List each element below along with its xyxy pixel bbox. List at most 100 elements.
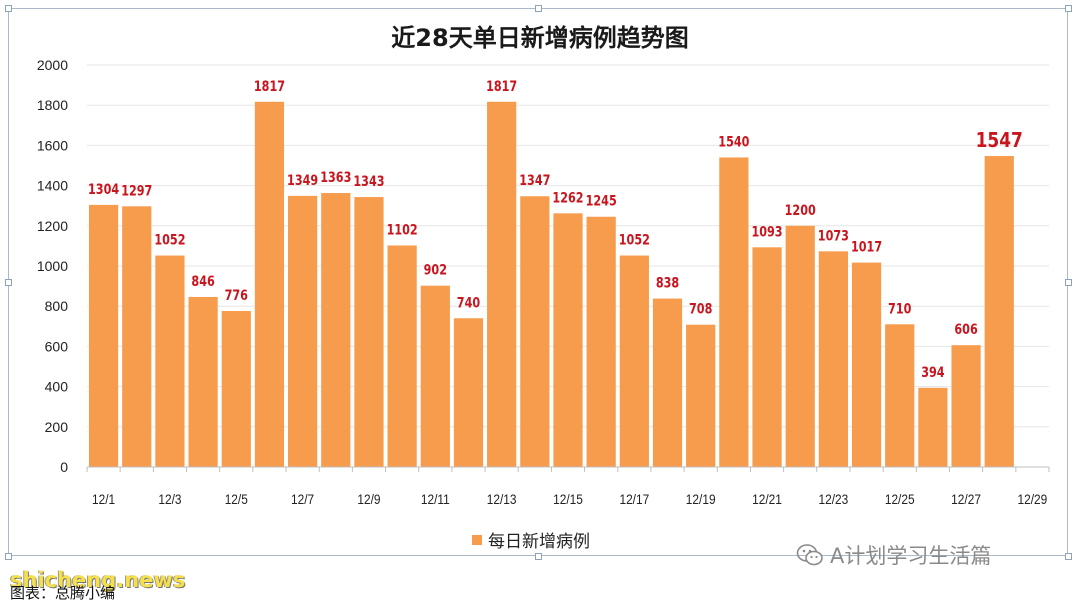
bar xyxy=(122,206,152,468)
bar xyxy=(221,311,251,467)
data-label: 1817 xyxy=(254,78,285,95)
bar xyxy=(88,204,119,467)
bar xyxy=(586,216,616,467)
bar xyxy=(885,324,915,467)
x-tick-label: 12/9 xyxy=(357,491,380,507)
bar xyxy=(619,255,649,467)
x-tick-label: 12/11 xyxy=(421,491,450,507)
data-label: 1102 xyxy=(387,221,418,238)
data-label: 1540 xyxy=(718,133,749,150)
resize-handle-middle-right[interactable] xyxy=(1065,279,1072,286)
bar xyxy=(254,101,285,468)
x-tick-label: 12/3 xyxy=(158,491,181,507)
bar xyxy=(984,156,1014,468)
bar xyxy=(321,193,351,468)
data-label: 1245 xyxy=(586,193,617,210)
x-tick-label: 12/5 xyxy=(225,491,248,507)
y-tick-label: 1000 xyxy=(37,258,68,274)
data-label: 1547 xyxy=(976,130,1023,153)
bar xyxy=(686,324,716,467)
bar xyxy=(155,255,185,467)
watermark-text: A计划学习生活篇 xyxy=(830,544,992,568)
legend-swatch xyxy=(472,534,482,545)
bar xyxy=(520,196,550,468)
bar xyxy=(785,225,815,467)
data-label: 1017 xyxy=(851,238,882,255)
y-tick-label: 1400 xyxy=(37,178,68,194)
legend: 每日新增病例 xyxy=(472,527,590,552)
y-tick-label: 800 xyxy=(45,298,69,314)
resize-handle-top-center[interactable] xyxy=(535,5,542,12)
y-tick-label: 1600 xyxy=(37,137,68,153)
resize-handle-bottom-left[interactable] xyxy=(5,553,12,560)
data-label: 776 xyxy=(225,287,249,304)
data-label: 838 xyxy=(656,274,680,291)
data-label: 1093 xyxy=(751,223,782,240)
bar xyxy=(818,251,848,467)
x-tick-label: 12/1 xyxy=(92,491,115,507)
resize-handle-bottom-center[interactable] xyxy=(535,553,542,560)
data-label: 1052 xyxy=(154,231,185,248)
bar xyxy=(487,101,517,468)
x-tick-label: 12/15 xyxy=(553,491,583,507)
data-label: 1817 xyxy=(486,78,517,95)
bar xyxy=(387,245,417,467)
x-tick-label: 12/7 xyxy=(291,491,314,507)
data-label: 606 xyxy=(954,321,978,338)
site-logo: shicheng.news xyxy=(10,568,186,592)
x-tick-label: 12/23 xyxy=(818,491,848,507)
x-tick-label: 12/19 xyxy=(686,491,716,507)
resize-handle-top-left[interactable] xyxy=(5,5,12,12)
bar xyxy=(188,296,218,467)
legend-label: 每日新增病例 xyxy=(488,532,590,552)
resize-handle-top-right[interactable] xyxy=(1065,5,1072,12)
watermark: A计划学习生活篇 xyxy=(796,540,991,570)
data-label: 1304 xyxy=(88,181,119,198)
data-label: 708 xyxy=(689,300,713,317)
data-label: 1200 xyxy=(785,202,816,219)
data-label: 1343 xyxy=(353,173,384,190)
bar xyxy=(951,345,981,467)
data-label: 1297 xyxy=(121,182,152,199)
bar xyxy=(752,247,782,467)
x-tick-label: 12/25 xyxy=(885,491,915,507)
x-tick-label: 12/17 xyxy=(619,491,649,507)
x-tick-label: 12/29 xyxy=(1018,491,1048,507)
data-label: 740 xyxy=(457,294,481,311)
bar xyxy=(453,318,484,467)
resize-handle-middle-left[interactable] xyxy=(5,279,12,286)
bar xyxy=(918,387,948,467)
bar xyxy=(553,213,583,467)
y-tick-label: 0 xyxy=(60,459,68,475)
y-tick-label: 600 xyxy=(45,338,69,354)
x-tick-label: 12/21 xyxy=(752,491,782,507)
data-label: 1052 xyxy=(619,231,650,248)
data-label: 1363 xyxy=(320,169,351,186)
wechat-icon xyxy=(796,544,823,566)
data-label: 1347 xyxy=(519,172,550,189)
data-label: 710 xyxy=(888,300,912,317)
x-tick-label: 12/27 xyxy=(951,491,981,507)
y-tick-label: 1800 xyxy=(37,97,68,113)
data-label: 902 xyxy=(424,261,447,278)
x-tick-label: 12/13 xyxy=(487,491,517,507)
y-tick-label: 400 xyxy=(45,379,69,395)
bar xyxy=(420,285,450,467)
y-tick-label: 2000 xyxy=(37,57,68,73)
data-label: 1262 xyxy=(552,189,583,206)
y-tick-label: 1200 xyxy=(37,218,68,234)
data-label: 846 xyxy=(191,273,215,290)
y-tick-label: 200 xyxy=(45,419,69,435)
data-label: 394 xyxy=(921,364,945,381)
data-label: 1073 xyxy=(818,227,849,244)
bar xyxy=(354,197,384,467)
data-label: 1349 xyxy=(287,172,318,189)
resize-handle-bottom-right[interactable] xyxy=(1065,553,1072,560)
bar xyxy=(652,298,683,467)
bar xyxy=(288,195,318,467)
source-note: 图表：总腾小编 xyxy=(10,584,116,602)
bar xyxy=(851,262,882,467)
chart-title: 近28天单日新增病例趋势图 xyxy=(391,24,689,52)
bar xyxy=(719,157,749,467)
